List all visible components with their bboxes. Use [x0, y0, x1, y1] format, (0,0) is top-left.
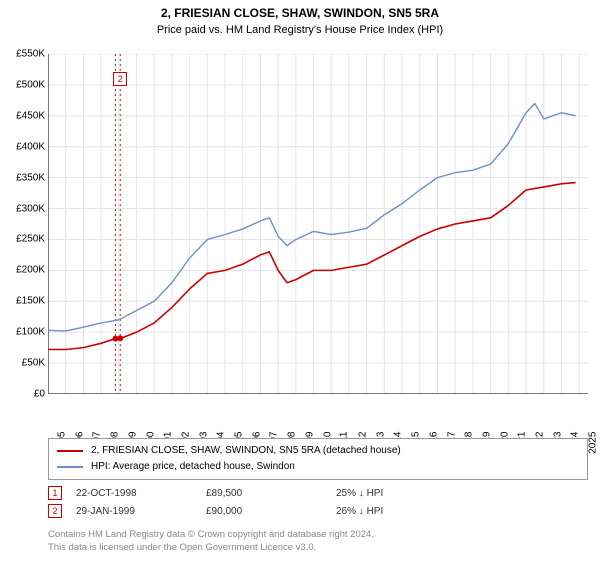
sale-badge-1: 1: [48, 486, 62, 500]
sale-date-1: 29-JAN-1999: [76, 506, 206, 517]
legend-label-0: 2, FRIESIAN CLOSE, SHAW, SWINDON, SN5 5R…: [91, 443, 401, 459]
y-tick-label: £0: [0, 389, 45, 400]
legend-item-0: 2, FRIESIAN CLOSE, SHAW, SWINDON, SN5 5R…: [57, 443, 579, 459]
chart-svg: [48, 54, 588, 394]
legend-label-1: HPI: Average price, detached house, Swin…: [91, 459, 295, 475]
legend-item-1: HPI: Average price, detached house, Swin…: [57, 459, 579, 475]
chart-subtitle: Price paid vs. HM Land Registry's House …: [0, 24, 600, 36]
sale-row-1: 2 29-JAN-1999 £90,000 26% ↓ HPI: [48, 504, 588, 518]
sale-price-1: £90,000: [206, 506, 336, 517]
sale-diff-1: 26% ↓ HPI: [336, 506, 466, 517]
y-tick-label: £500K: [0, 79, 45, 90]
y-tick-label: £50K: [0, 358, 45, 369]
footer-line-0: Contains HM Land Registry data © Crown c…: [48, 528, 588, 541]
legend: 2, FRIESIAN CLOSE, SHAW, SWINDON, SN5 5R…: [48, 438, 588, 480]
chart-title: 2, FRIESIAN CLOSE, SHAW, SWINDON, SN5 5R…: [0, 6, 600, 20]
footer-attribution: Contains HM Land Registry data © Crown c…: [48, 528, 588, 555]
legend-line-icon: [57, 466, 83, 468]
y-tick-label: £150K: [0, 296, 45, 307]
chart-plot-area: [48, 54, 588, 394]
sale-marker-badge: 2: [113, 72, 127, 86]
sale-date-0: 22-OCT-1998: [76, 488, 206, 499]
y-tick-label: £400K: [0, 141, 45, 152]
chart-container: 2, FRIESIAN CLOSE, SHAW, SWINDON, SN5 5R…: [0, 6, 600, 566]
y-tick-label: £550K: [0, 49, 45, 60]
sale-price-0: £89,500: [206, 488, 336, 499]
sales-table: 1 22-OCT-1998 £89,500 25% ↓ HPI 2 29-JAN…: [48, 482, 588, 518]
y-tick-label: £450K: [0, 110, 45, 121]
sale-diff-0: 25% ↓ HPI: [336, 488, 466, 499]
y-tick-label: £200K: [0, 265, 45, 276]
y-tick-label: £250K: [0, 234, 45, 245]
legend-line-icon: [57, 450, 83, 452]
y-tick-label: £100K: [0, 327, 45, 338]
sale-row-0: 1 22-OCT-1998 £89,500 25% ↓ HPI: [48, 486, 588, 500]
y-tick-label: £350K: [0, 172, 45, 183]
footer-line-1: This data is licensed under the Open Gov…: [48, 541, 588, 554]
x-tick-label: 2025: [587, 432, 598, 454]
y-tick-label: £300K: [0, 203, 45, 214]
sale-badge-2: 2: [48, 504, 62, 518]
